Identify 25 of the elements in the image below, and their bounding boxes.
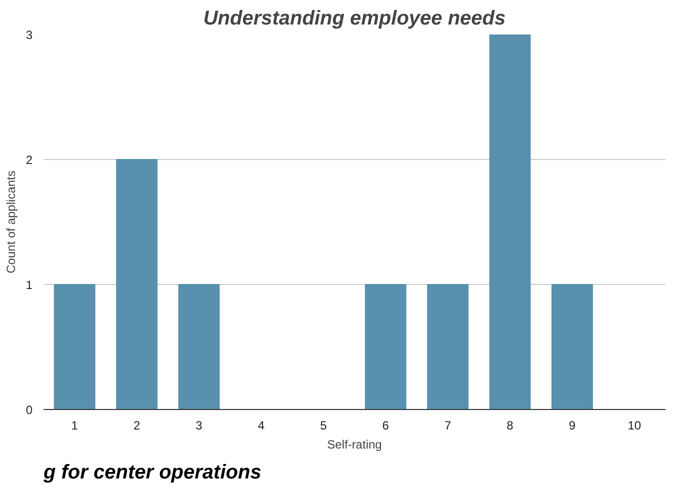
bar bbox=[427, 284, 469, 410]
x-tick-label: 5 bbox=[320, 418, 328, 432]
chart-title: Understanding employee needs bbox=[203, 8, 506, 30]
x-axis-title: Self-rating bbox=[327, 438, 382, 452]
y-tick-label: 1 bbox=[26, 278, 33, 292]
bar bbox=[364, 284, 406, 410]
bar bbox=[489, 34, 531, 410]
bar bbox=[178, 284, 220, 410]
text: g for center operations bbox=[42, 462, 262, 484]
x-tick-label: 3 bbox=[196, 418, 203, 432]
x-tick-label: 2 bbox=[133, 418, 140, 432]
y-tick-label: 0 bbox=[26, 403, 33, 417]
x-tick-label: 6 bbox=[382, 418, 390, 432]
x-tick-label: 4 bbox=[258, 418, 265, 432]
x-tick-label: 7 bbox=[444, 418, 452, 432]
y-tick-label: 2 bbox=[26, 153, 33, 167]
x-tick-label: 1 bbox=[71, 418, 78, 432]
x-tick-label: 8 bbox=[506, 418, 514, 432]
y-tick-label: 3 bbox=[26, 28, 33, 42]
y-axis-title: Count of applicants bbox=[4, 170, 18, 274]
bar bbox=[116, 159, 158, 410]
bar bbox=[54, 284, 96, 410]
x-tick-label: 10 bbox=[628, 418, 642, 432]
x-tick-label: 9 bbox=[568, 418, 576, 432]
bar bbox=[551, 284, 593, 410]
